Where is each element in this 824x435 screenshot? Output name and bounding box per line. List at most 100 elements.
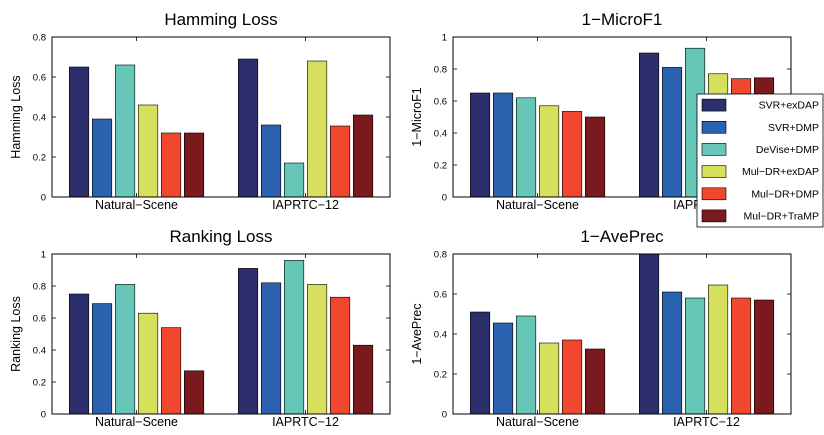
y-tick-label: 0	[41, 193, 46, 204]
bar-3-2	[283, 162, 305, 198]
chart-title: 1−MicroF1	[582, 10, 663, 29]
bar-1-1	[69, 66, 90, 198]
bar-5-1	[561, 339, 583, 415]
y-tick-label: 0.8	[33, 33, 46, 44]
bar-2-2	[661, 67, 683, 198]
legend-label-3: DeVise+DMP	[756, 144, 819, 156]
bar-6-2	[352, 344, 374, 415]
bar-3-1	[115, 284, 136, 415]
bar-5-1	[561, 111, 583, 198]
y-tick-label: 0.6	[434, 290, 447, 301]
bar-5-2	[730, 297, 752, 415]
bar-1-1	[69, 293, 90, 415]
legend-swatch-5	[701, 187, 727, 201]
y-tick-label: 0	[442, 410, 447, 421]
y-tick-label: 0.8	[434, 65, 447, 76]
bar-4-1	[138, 312, 159, 415]
y-tick-label: 0.4	[33, 346, 46, 357]
legend: SVR+exDAP SVR+DMP DeVise+DMP Mul−DR+exDAP Mu…	[696, 93, 824, 228]
x-tick-label: Natural−Scene	[496, 198, 579, 212]
legend-label-6: Mul−DR+TraMP	[744, 210, 819, 222]
y-axis-label: 1−MicroF1	[410, 87, 424, 146]
bar-2-1	[492, 92, 514, 198]
bar-3-1	[515, 97, 537, 198]
legend-label-5: Mul−DR+DMP	[751, 188, 819, 200]
x-tick-label: IAPRTC−12	[272, 415, 339, 429]
bar-3-2	[283, 260, 305, 415]
chart-title: 1−AvePrec	[580, 227, 664, 246]
legend-label-1: SVR+exDAP	[759, 100, 819, 112]
bar-1-2	[238, 58, 259, 198]
plot-area-frame	[51, 253, 391, 415]
y-tick-label: 1	[442, 33, 447, 44]
bar-5-1	[161, 132, 182, 198]
legend-swatch-3	[701, 143, 727, 156]
bar-4-2	[306, 284, 328, 415]
legend-swatch-1	[701, 98, 727, 112]
y-axis-label: Hamming Loss	[9, 75, 23, 158]
bar-2-2	[260, 282, 282, 415]
bar-1-1	[469, 92, 491, 198]
bar-3-1	[115, 64, 136, 198]
y-tick-label: 0.6	[33, 314, 46, 325]
x-tick-label: IAPRTC−12	[673, 415, 740, 429]
y-tick-label: 0.4	[434, 129, 447, 140]
bar-3-2	[684, 297, 706, 415]
y-tick-label: 0	[442, 193, 447, 204]
bar-4-1	[138, 104, 159, 198]
chart-title: Hamming Loss	[164, 10, 277, 29]
legend-swatch-6	[701, 209, 727, 223]
bar-6-1	[184, 370, 205, 415]
y-tick-label: 0.2	[434, 161, 447, 172]
bar-5-2	[329, 125, 351, 198]
bar-5-2	[329, 296, 351, 415]
legend-swatch-2	[701, 121, 727, 134]
y-tick-label: 0	[41, 410, 46, 421]
chart-title: Ranking Loss	[169, 227, 272, 246]
legend-label-4: Mul−DR+exDAP	[742, 166, 819, 178]
bar-4-1	[538, 105, 560, 198]
bar-3-1	[515, 315, 537, 415]
chart-panel-hamming-loss: Hamming Loss Hamming Loss 0 0.2 0.4 0.6 0.8 Nat…	[9, 10, 391, 212]
y-tick-label: 0.8	[33, 282, 46, 293]
bar-2-1	[92, 303, 113, 415]
legend-swatch-4	[701, 165, 727, 178]
x-tick-label: Natural−Scene	[496, 415, 579, 429]
legend-box	[696, 93, 824, 228]
bar-1-1	[469, 311, 491, 415]
bar-2-2	[661, 291, 683, 415]
bar-6-2	[753, 299, 775, 415]
bar-4-2	[306, 60, 328, 198]
bar-1-2	[638, 52, 660, 198]
y-tick-label: 0.2	[434, 370, 447, 381]
bar-6-1	[184, 132, 205, 198]
y-tick-label: 0.4	[33, 113, 46, 124]
y-axis-label: 1−AvePrec	[410, 303, 424, 364]
bar-2-2	[260, 124, 282, 198]
y-axis-label: Ranking Loss	[9, 296, 23, 372]
x-tick-label: Natural−Scene	[95, 198, 178, 212]
bar-4-1	[538, 342, 560, 415]
bar-2-1	[492, 322, 514, 415]
chart-panel-aveprec: 1−AvePrec 1−AvePrec 0 0.2 0.4 0.6 0.8 Natural−S…	[410, 227, 792, 429]
y-tick-label: 0.4	[434, 330, 447, 341]
bar-5-1	[161, 327, 182, 415]
legend-label-2: SVR+DMP	[768, 122, 819, 134]
y-tick-label: 0.2	[33, 378, 46, 389]
bar-6-1	[584, 348, 606, 415]
bar-6-2	[352, 114, 374, 198]
bar-1-2	[238, 268, 259, 415]
bar-6-1	[584, 116, 606, 198]
y-tick-label: 0.8	[434, 250, 447, 261]
chart-panel-ranking-loss: Ranking Loss Ranking Loss 0 0.2 0.4 0.6 0.8 1 Na…	[9, 227, 391, 429]
x-tick-label: IAPRTC−12	[272, 198, 339, 212]
bar-1-2	[638, 253, 660, 415]
y-tick-label: 1	[41, 250, 46, 261]
y-tick-label: 0.6	[434, 97, 447, 108]
bar-2-1	[92, 118, 113, 198]
bar-4-2	[707, 284, 729, 415]
y-tick-label: 0.2	[33, 153, 46, 164]
x-tick-label: Natural−Scene	[95, 415, 178, 429]
